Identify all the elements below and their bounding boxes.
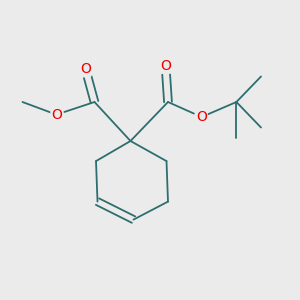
Text: O: O bbox=[196, 110, 207, 124]
Text: O: O bbox=[51, 108, 62, 122]
Text: O: O bbox=[160, 59, 171, 73]
Text: O: O bbox=[80, 62, 91, 76]
